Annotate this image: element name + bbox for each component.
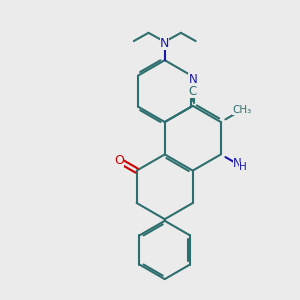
Text: N: N: [233, 158, 242, 170]
Text: O: O: [114, 154, 124, 167]
Text: N: N: [188, 73, 197, 86]
Text: H: H: [239, 162, 247, 172]
Text: CH₃: CH₃: [232, 105, 251, 115]
Text: C: C: [189, 85, 197, 98]
Text: N: N: [160, 38, 169, 50]
